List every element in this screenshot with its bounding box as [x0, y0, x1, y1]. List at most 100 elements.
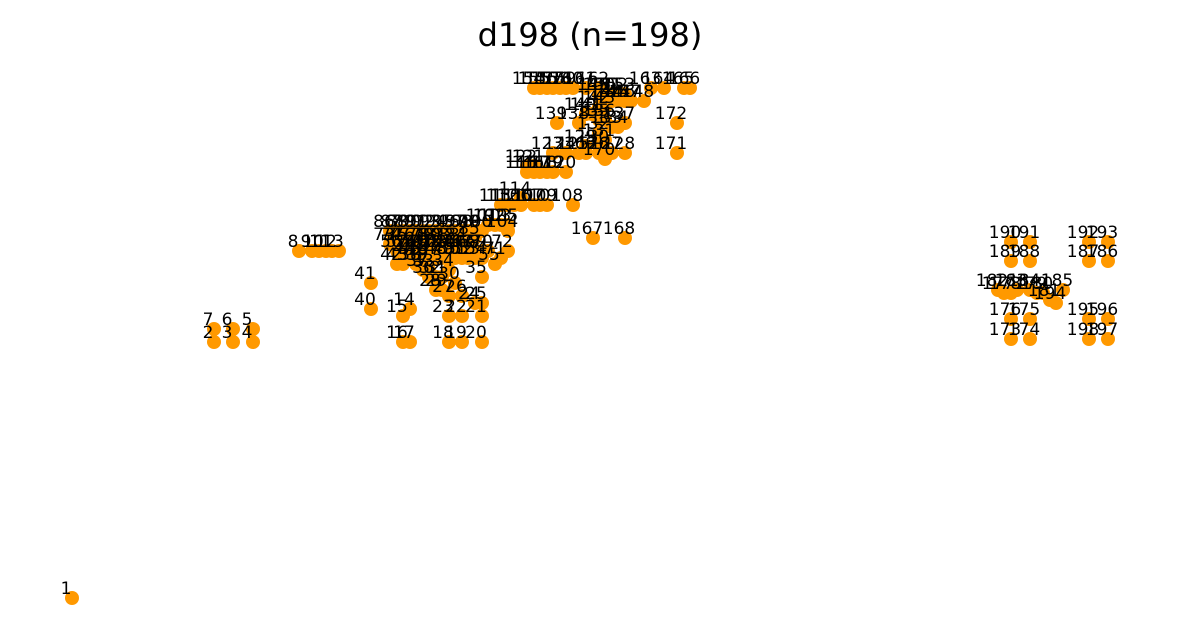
point-label: 137: [603, 104, 635, 124]
point-label: 178: [989, 274, 1021, 294]
point-label: 172: [655, 104, 687, 124]
data-point: [1004, 235, 1018, 249]
point-label: 146: [603, 82, 635, 102]
data-point: [657, 81, 671, 95]
point-label: 99: [458, 212, 480, 232]
data-point: [592, 126, 606, 140]
data-point: [644, 81, 658, 95]
data-point: [448, 276, 462, 290]
point-label: 179: [1015, 274, 1047, 294]
point-label: 177: [982, 274, 1014, 294]
point-label: 110: [518, 186, 550, 206]
point-label: 169: [564, 134, 596, 154]
point-label: 12: [315, 232, 337, 252]
data-point: [579, 146, 593, 160]
data-point: [1082, 235, 1096, 249]
point-label: 188: [1008, 242, 1040, 262]
point-label: 115: [505, 153, 537, 173]
data-point: [475, 270, 489, 284]
point-label: 48: [425, 239, 447, 259]
point-label: 21: [465, 297, 487, 317]
data-point: [1082, 254, 1096, 268]
point-label: 136: [583, 101, 615, 121]
data-point: [1023, 235, 1037, 249]
point-label: 109: [525, 186, 557, 206]
point-label: 71: [484, 239, 506, 259]
point-label: 27: [432, 277, 454, 297]
data-point: [1023, 283, 1037, 297]
point-label: 145: [596, 82, 628, 102]
point-label: 19: [445, 323, 467, 343]
data-point: [455, 237, 469, 251]
point-label: 4: [242, 323, 253, 343]
point-label: 144: [590, 82, 622, 102]
point-label: 171: [655, 134, 687, 154]
point-label: 68: [458, 232, 480, 252]
point-label: 105: [486, 206, 518, 226]
data-point: [501, 244, 515, 258]
point-label: 150: [583, 75, 615, 95]
point-label: 30: [438, 264, 460, 284]
point-label: 138: [557, 104, 589, 124]
point-label: 89: [393, 212, 415, 232]
point-label: 52: [451, 239, 473, 259]
point-label: 183: [995, 271, 1027, 291]
data-point: [1004, 312, 1018, 326]
point-label: 31: [425, 258, 447, 278]
data-point: [1101, 235, 1115, 249]
point-label: 194: [1034, 284, 1066, 304]
point-label: 143: [583, 88, 615, 108]
data-point: [396, 309, 410, 323]
point-label: 50: [438, 239, 460, 259]
point-label: 159: [544, 69, 576, 89]
point-label: 58: [393, 232, 415, 252]
point-label: 87: [380, 212, 402, 232]
data-point: [455, 309, 469, 323]
data-point: [1082, 312, 1096, 326]
point-label: 135: [577, 101, 609, 121]
data-point: [442, 335, 456, 349]
data-point: [618, 231, 632, 245]
point-label: 142: [577, 88, 609, 108]
data-point: [332, 244, 346, 258]
data-point: [455, 335, 469, 349]
data-point: [546, 146, 560, 160]
point-label: 98: [451, 212, 473, 232]
point-label: 43: [386, 245, 408, 265]
data-point: [579, 81, 593, 95]
point-label: 108: [551, 186, 583, 206]
point-label: 121: [512, 147, 544, 167]
point-label: 170: [583, 140, 615, 160]
point-label: 10: [302, 232, 324, 252]
point-label: 90: [399, 212, 421, 232]
point-label: 182: [976, 271, 1008, 291]
point-label: 15: [386, 297, 408, 317]
point-label: 124: [544, 134, 576, 154]
point-label: 141: [570, 95, 602, 115]
point-label: 147: [609, 82, 641, 102]
point-label: 2: [203, 323, 214, 343]
data-point: [364, 276, 378, 290]
point-label: 181: [1028, 281, 1060, 301]
point-label: 97: [445, 212, 467, 232]
point-label: 173: [989, 320, 1021, 340]
data-point: [442, 309, 456, 323]
point-label: 195: [1067, 300, 1099, 320]
point-label: 153: [603, 75, 635, 95]
point-label: 95: [432, 212, 454, 232]
data-point: [246, 322, 260, 336]
point-label: 103: [479, 206, 511, 226]
data-point: [1049, 296, 1063, 310]
point-label: 20: [465, 323, 487, 343]
point-label: 189: [989, 242, 1021, 262]
point-label: 6: [222, 310, 233, 330]
point-label: 162: [577, 69, 609, 89]
point-label: 155: [518, 69, 550, 89]
data-point: [566, 81, 580, 95]
data-point: [455, 289, 469, 303]
point-label: 140: [564, 95, 596, 115]
point-label: 166: [668, 69, 700, 89]
point-label: 11: [309, 232, 331, 252]
point-label: 114: [499, 179, 531, 199]
